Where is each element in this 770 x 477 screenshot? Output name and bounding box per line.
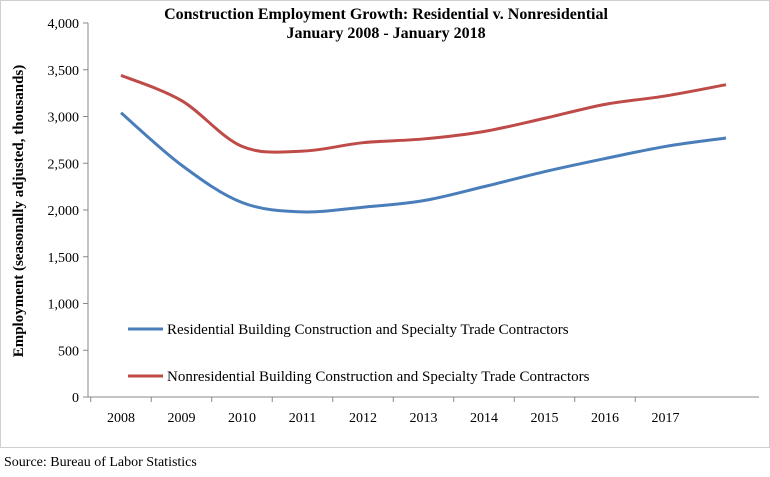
y-tick-label: 3,000 bbox=[48, 111, 80, 126]
y-tick-label: 2,000 bbox=[48, 204, 80, 219]
y-tick-label: 2,500 bbox=[48, 157, 80, 172]
x-tick-label: 2017 bbox=[652, 411, 680, 426]
x-tick-label: 2016 bbox=[591, 411, 619, 426]
chart-title: Construction Employment Growth: Resident… bbox=[164, 6, 608, 23]
series-line-nonresidential bbox=[120, 73, 727, 154]
source-note: Source: Bureau of Labor Statistics bbox=[4, 455, 197, 470]
y-tick-label: 1,500 bbox=[48, 251, 80, 266]
legend: Residential Building Construction and Sp… bbox=[128, 322, 590, 385]
y-tick-label: 500 bbox=[58, 344, 79, 359]
x-tick-label: 2013 bbox=[410, 411, 438, 426]
legend-label-residential: Residential Building Construction and Sp… bbox=[167, 322, 569, 338]
x-tick-label: 2015 bbox=[531, 411, 559, 426]
x-tick-label: 2011 bbox=[289, 411, 316, 426]
x-tick-label: 2012 bbox=[349, 411, 377, 426]
legend-label-nonresidential: Nonresidential Building Construction and… bbox=[167, 369, 590, 385]
y-ticks: 0 500 1,000 1,500 2,000 2,500 3,000 3,500 4,000 bbox=[48, 17, 88, 406]
line-chart: 05001,0001,5002,0002,5003,0003,5004,000 … bbox=[11, 17, 759, 426]
chart-subtitle: January 2008 - January 2018 bbox=[286, 25, 486, 42]
series-line-residential bbox=[120, 111, 727, 214]
x-tick-label: 2008 bbox=[107, 411, 135, 426]
y-tick-label: 4,000 bbox=[48, 17, 80, 32]
series-lines bbox=[120, 73, 727, 214]
x-ticks: 2008 2009 2010 2011 2012 2013 2014 2015 2016 2017 bbox=[90, 397, 680, 426]
chart-frame: Construction Employment Growth: Resident… bbox=[0, 0, 770, 448]
y-axis-label: Employment (seasonally adjusted, thousan… bbox=[11, 65, 27, 358]
y-tick-label: 0 bbox=[72, 391, 79, 406]
x-tick-label: 2014 bbox=[470, 411, 498, 426]
y-tick-label: 1,000 bbox=[48, 298, 80, 313]
y-tick-label: 3,500 bbox=[48, 64, 80, 79]
x-tick-label: 2010 bbox=[228, 411, 256, 426]
x-tick-label: 2009 bbox=[168, 411, 196, 426]
